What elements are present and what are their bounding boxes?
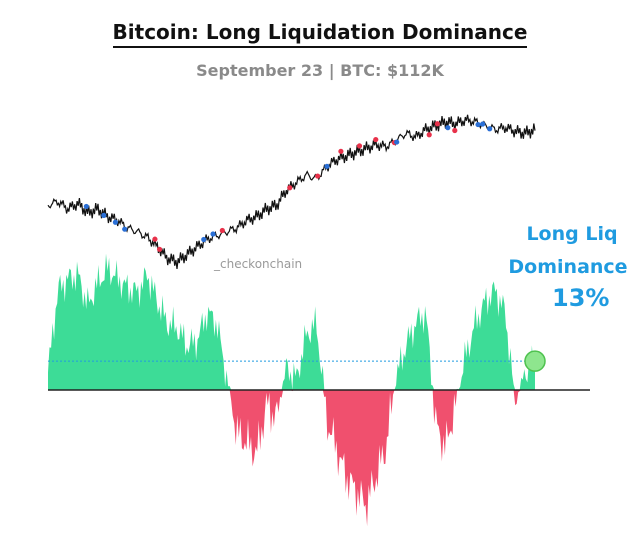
short-liquidation-marker [480, 121, 486, 127]
short-liquidation-marker [201, 236, 207, 243]
long-liquidation-marker [452, 127, 458, 134]
long-liquidation-marker [156, 246, 163, 252]
current-value-marker [524, 350, 546, 372]
short-liquidation-marker [112, 219, 119, 225]
long-liquidation-marker [315, 173, 321, 179]
short-liquidation-marker [487, 126, 493, 132]
chart-title: Bitcoin: Long Liquidation Dominance [0, 20, 640, 48]
short-liquidation-marker [101, 212, 107, 218]
dominance-negative-area [48, 390, 535, 527]
dominance-positive-area [48, 253, 535, 390]
long-liquidation-marker [152, 236, 158, 242]
watermark: _checkonchain [214, 257, 303, 271]
price-line [47, 114, 536, 269]
annotation-line2: Dominance [508, 256, 628, 278]
long-liquidation-marker [356, 143, 363, 149]
short-liquidation-marker [475, 121, 481, 128]
long-liquidation-marker [373, 136, 379, 143]
chart-subtitle: September 23 | BTC: $112K [196, 61, 444, 80]
long-liquidation-marker [287, 185, 293, 191]
short-liquidation-marker [210, 231, 216, 237]
annotation-value: 13% [552, 284, 610, 312]
long-liquidation-marker [219, 227, 225, 234]
short-liquidation-marker [324, 163, 330, 169]
short-liquidation-marker [394, 139, 400, 145]
long-liquidation-marker [426, 132, 432, 138]
short-liquidation-marker [445, 125, 451, 131]
long-liquidation-marker [434, 121, 440, 127]
short-liquidation-marker [122, 226, 128, 232]
chart-title-text: Bitcoin: Long Liquidation Dominance [112, 20, 528, 48]
short-liquidation-marker [83, 203, 89, 210]
annotation-line1: Long Liq [526, 223, 618, 245]
long-liquidation-marker [338, 148, 344, 154]
